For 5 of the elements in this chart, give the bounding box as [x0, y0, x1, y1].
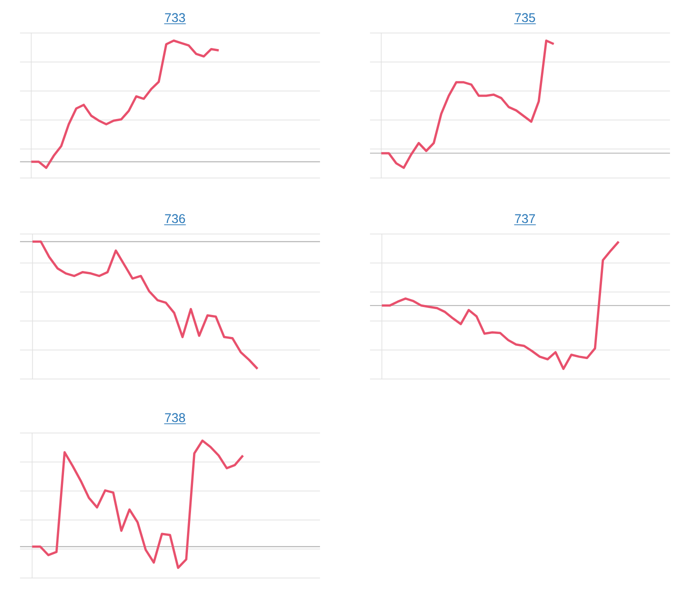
- chart-title: 737: [515, 214, 535, 224]
- chart-title: 736: [165, 214, 186, 224]
- chart-title: 738: [165, 413, 186, 422]
- chart-title: 735: [515, 13, 536, 22]
- chart-title: 733: [165, 13, 186, 22]
